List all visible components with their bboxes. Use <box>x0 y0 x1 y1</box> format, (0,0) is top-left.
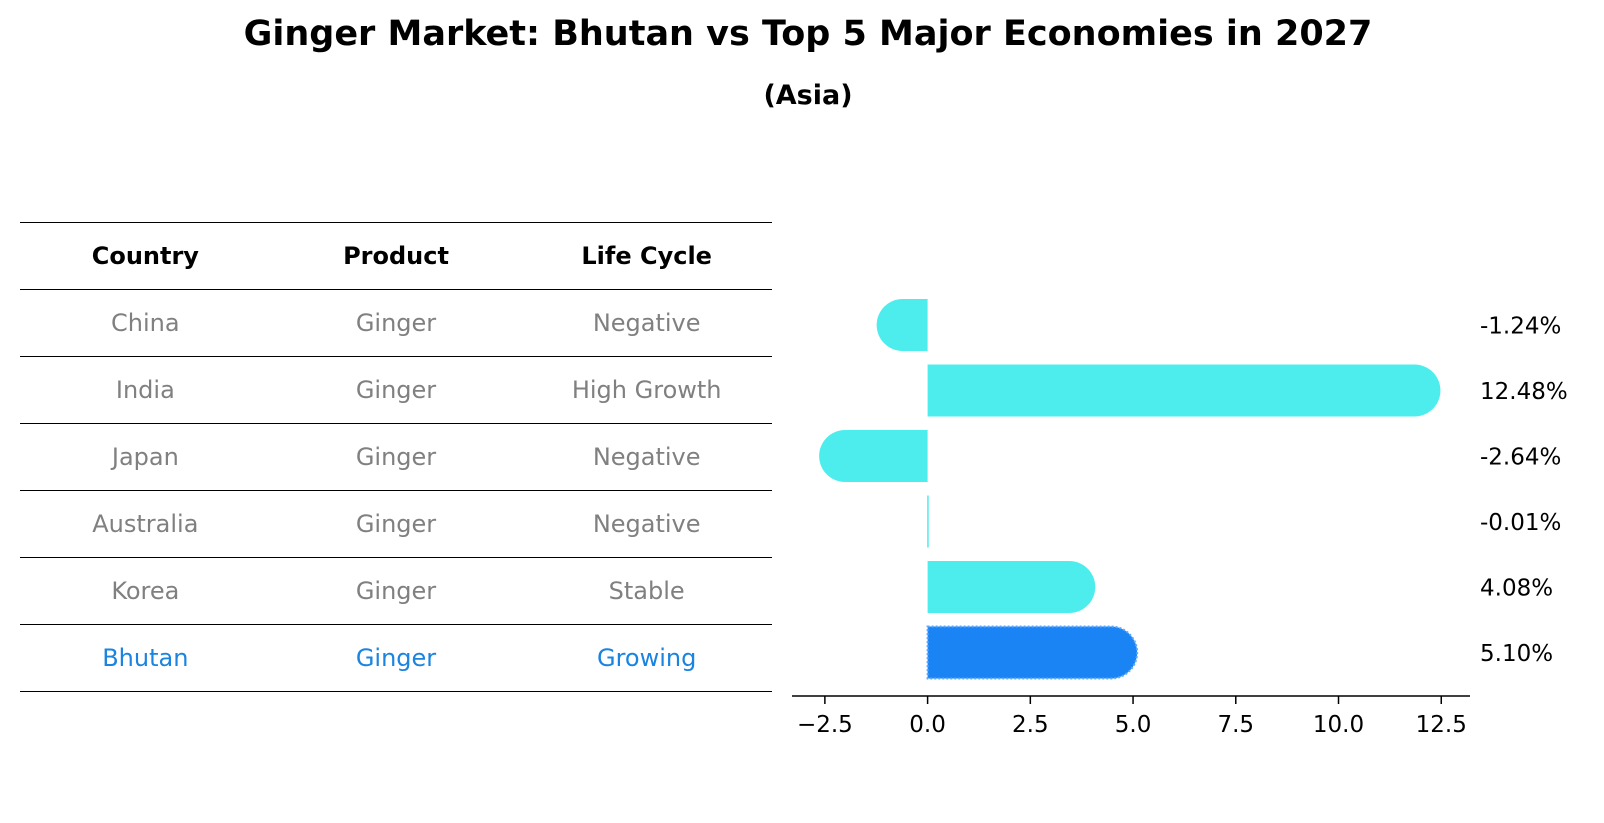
cell-product: Ginger <box>355 443 437 471</box>
table-row: China Ginger Negative <box>20 290 772 357</box>
cell-country: Korea <box>111 577 180 605</box>
bar-india <box>927 364 1441 417</box>
cell-life-cycle: Stable <box>608 577 685 605</box>
bar-australia <box>927 495 929 548</box>
table-row-highlight: Bhutan Ginger Growing <box>20 625 772 692</box>
cell-product: Ginger <box>355 644 437 672</box>
cell-life-cycle: Growing <box>596 644 697 672</box>
x-tick-label: 0.0 <box>909 712 946 738</box>
cell-product: Ginger <box>355 376 437 404</box>
cell-life-cycle: High Growth <box>571 376 722 404</box>
table-header-row: Country Product Life Cycle <box>20 222 772 290</box>
cell-country: Japan <box>111 443 179 471</box>
x-tick-label: 12.5 <box>1416 712 1467 738</box>
bar-bhutan <box>926 625 1139 680</box>
bar-china <box>876 299 928 351</box>
table-row: Australia Ginger Negative <box>20 491 772 558</box>
table-row: Japan Ginger Negative <box>20 424 772 491</box>
table-row: India Ginger High Growth <box>20 357 772 424</box>
cell-country: India <box>115 376 175 404</box>
bar-korea <box>927 561 1096 613</box>
cell-life-cycle: Negative <box>592 309 701 337</box>
cell-life-cycle: Negative <box>592 510 701 538</box>
header-product: Product <box>343 242 449 270</box>
chart-subtitle: (Asia) <box>763 80 853 111</box>
value-label: 12.48% <box>1480 379 1568 405</box>
header-country: Country <box>91 242 199 270</box>
cell-life-cycle: Negative <box>592 443 701 471</box>
bar-japan <box>819 430 928 482</box>
value-label: -2.64% <box>1480 445 1561 471</box>
value-label: 5.10% <box>1480 641 1553 667</box>
x-tick-label: 7.5 <box>1217 712 1254 738</box>
header-life-cycle: Life Cycle <box>581 242 712 270</box>
cell-product: Ginger <box>355 309 437 337</box>
cell-product: Ginger <box>355 577 437 605</box>
cell-country: China <box>111 309 180 337</box>
x-tick-label: 5.0 <box>1115 712 1152 738</box>
x-tick-label: 2.5 <box>1012 712 1049 738</box>
x-tick-label: −2.5 <box>797 712 853 738</box>
cell-country: Australia <box>92 510 199 538</box>
table-row: Korea Ginger Stable <box>20 558 772 625</box>
cell-product: Ginger <box>355 510 437 538</box>
value-label: -1.24% <box>1480 314 1561 340</box>
cell-country: Bhutan <box>102 644 189 672</box>
x-tick-label: 10.0 <box>1313 712 1364 738</box>
chart-title: Ginger Market: Bhutan vs Top 5 Major Eco… <box>243 14 1373 54</box>
market-table: Country Product Life Cycle China Ginger … <box>20 222 772 692</box>
value-label: 4.08% <box>1480 576 1553 602</box>
value-label: -0.01% <box>1480 510 1561 536</box>
